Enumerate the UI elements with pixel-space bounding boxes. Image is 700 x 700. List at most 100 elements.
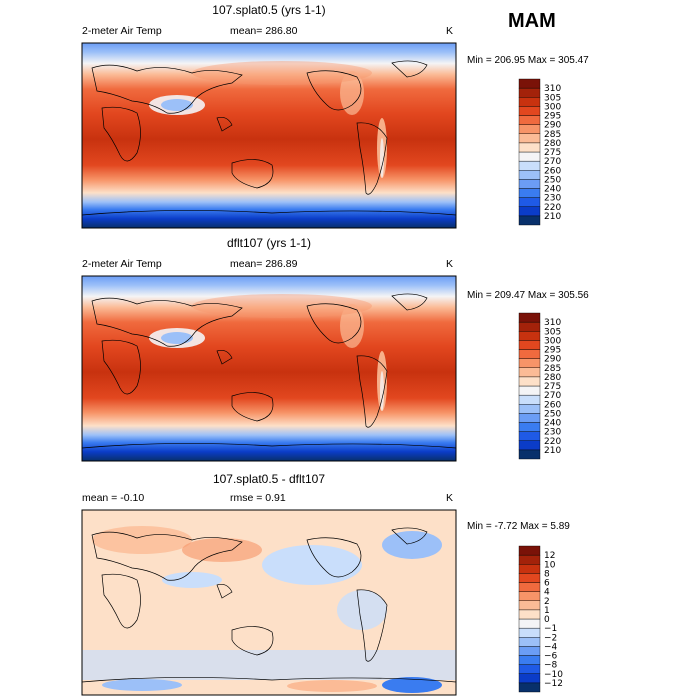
colorbar-swatch (518, 106, 541, 116)
colorbar-swatch (518, 385, 541, 396)
colorbar-swatch (518, 440, 541, 451)
colorbar-label: 8 (544, 569, 550, 579)
colorbar-label: 230 (544, 428, 561, 438)
colorbar-label: 12 (544, 551, 555, 561)
colorbar-swatch (518, 215, 541, 226)
colorbar-swatch (518, 78, 541, 89)
colorbar-swatch (518, 449, 541, 460)
colorbar-swatch (518, 160, 541, 171)
panel-2-minmax: Min = 209.47 Max = 305.56 (467, 290, 589, 301)
panel-1-colorbar: 3103053002952902852802752702602502402302… (518, 78, 561, 226)
colorbar-swatch (518, 124, 541, 134)
colorbar-label: 210 (544, 446, 561, 456)
colorbar-label: −8 (544, 661, 558, 671)
colorbar-label: 220 (544, 203, 561, 213)
colorbar-swatch (518, 358, 541, 368)
colorbar-label: 230 (544, 194, 561, 204)
colorbar-label: 210 (544, 212, 561, 222)
colorbar-swatch (518, 376, 541, 387)
panel-1-minmax: Min = 206.95 Max = 305.47 (467, 55, 589, 66)
colorbar-swatch (518, 591, 541, 601)
colorbar-label: 270 (544, 157, 561, 167)
colorbar-label: 250 (544, 409, 561, 419)
colorbar-label: 295 (544, 346, 561, 356)
colorbar-label: 295 (544, 112, 561, 122)
colorbar-label: 2 (544, 597, 550, 607)
panel-2-variable: 2-meter Air Temp (82, 258, 162, 270)
colorbar-swatch (518, 404, 541, 414)
colorbar-label: −4 (544, 642, 558, 652)
colorbar-label: −12 (544, 679, 563, 689)
colorbar-swatch (518, 87, 541, 98)
colorbar-swatch (518, 197, 541, 207)
colorbar-label: 0 (544, 615, 550, 625)
colorbar-label: −10 (544, 670, 563, 680)
colorbar-swatch (518, 582, 541, 592)
colorbar-swatch (518, 349, 541, 359)
colorbar-swatch (518, 413, 541, 423)
colorbar-swatch (518, 664, 541, 674)
panel-3-minmax: Min = -7.72 Max = 5.89 (467, 521, 570, 532)
colorbar-label: 250 (544, 175, 561, 185)
panel-3-title: 107.splat0.5 - dflt107 (212, 472, 326, 486)
colorbar-label: 4 (544, 588, 550, 598)
colorbar-swatch (518, 340, 541, 350)
colorbar-label: 1 (544, 606, 550, 616)
colorbar-swatch (518, 142, 541, 153)
colorbar-label: 300 (544, 336, 561, 346)
colorbar-label: −6 (544, 652, 558, 662)
colorbar-swatch (518, 600, 541, 611)
colorbar-swatch (518, 188, 541, 198)
colorbar-label: 285 (544, 130, 561, 140)
colorbar-swatch (518, 321, 541, 332)
panel-1-map (81, 42, 457, 229)
colorbar-label: 275 (544, 382, 561, 392)
colorbar-label: 285 (544, 364, 561, 374)
colorbar-label: 240 (544, 185, 561, 195)
colorbar-swatch (518, 151, 541, 162)
colorbar-swatch (518, 367, 541, 378)
colorbar-label: 260 (544, 166, 561, 176)
panel-3-map (81, 509, 457, 696)
colorbar-swatch (518, 394, 541, 405)
panel-2-mean: mean= 286.89 (230, 258, 298, 270)
colorbar-label: 310 (544, 84, 561, 94)
colorbar-swatch (518, 170, 541, 180)
panel-1-mean: mean= 286.80 (230, 25, 298, 37)
colorbar-swatch (518, 682, 541, 693)
season-label: MAM (508, 10, 556, 32)
panel-3-rmse: rmse = 0.91 (230, 492, 286, 504)
colorbar-swatch (518, 422, 541, 432)
colorbar-label: 305 (544, 327, 561, 337)
panel-2-units: K (446, 258, 454, 270)
colorbar-label: 240 (544, 419, 561, 429)
colorbar-label: 290 (544, 121, 561, 131)
colorbar-swatch (518, 673, 541, 684)
colorbar-swatch (518, 646, 541, 656)
colorbar-swatch (518, 609, 541, 620)
colorbar-label: 6 (544, 579, 550, 589)
panel-1-variable: 2-meter Air Temp (82, 25, 162, 37)
colorbar-swatch (518, 554, 541, 565)
colorbar-label: 280 (544, 373, 561, 383)
colorbar-swatch (518, 312, 541, 323)
colorbar-swatch (518, 431, 541, 441)
panel-2-colorbar: 3103053002952902852802752702602502402302… (518, 312, 561, 460)
colorbar-label: 220 (544, 437, 561, 447)
colorbar-swatch (518, 564, 541, 574)
colorbar-label: −1 (544, 624, 557, 634)
panel-3-mean: mean = -0.10 (82, 492, 145, 504)
colorbar-label: −2 (544, 633, 557, 643)
colorbar-swatch (518, 179, 541, 189)
colorbar-swatch (518, 545, 541, 556)
colorbar-label: 305 (544, 93, 561, 103)
colorbar-label: 300 (544, 102, 561, 112)
colorbar-swatch (518, 206, 541, 217)
colorbar-swatch (518, 115, 541, 125)
colorbar-label: 275 (544, 148, 561, 158)
colorbar-swatch (518, 97, 541, 107)
colorbar-label: 290 (544, 355, 561, 365)
colorbar-swatch (518, 133, 541, 144)
colorbar-label: 280 (544, 139, 561, 149)
